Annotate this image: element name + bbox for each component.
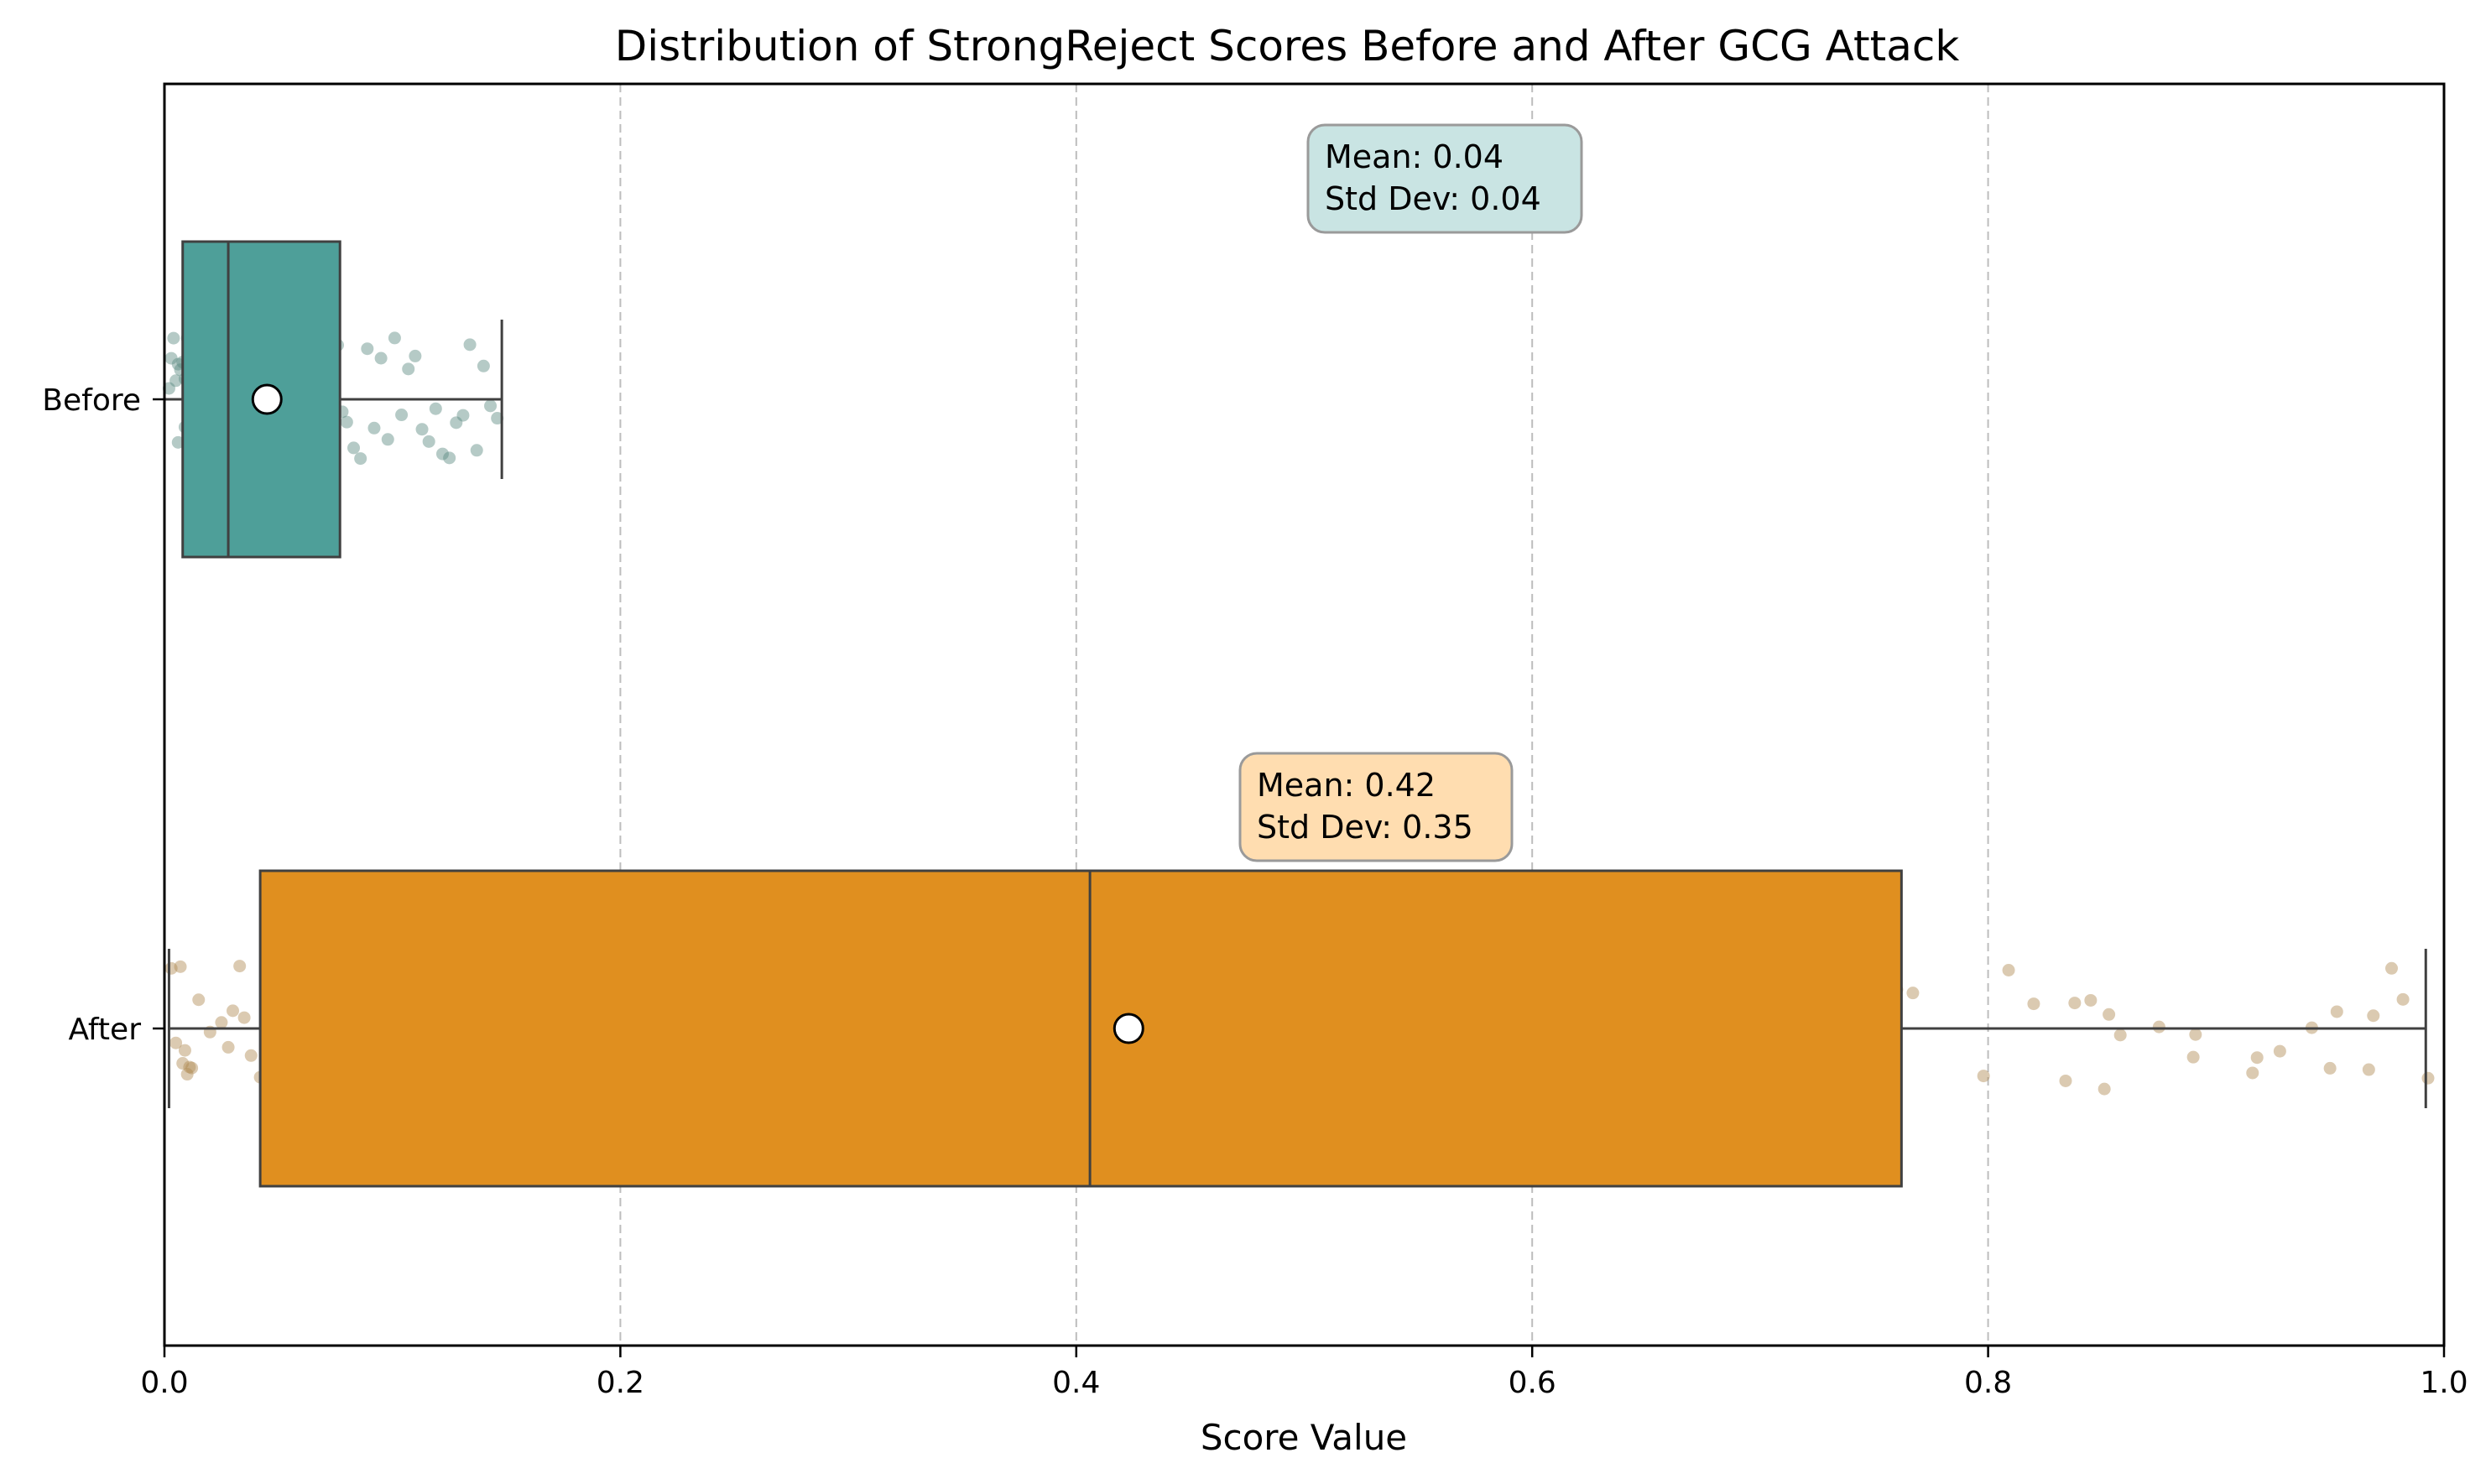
data-point	[435, 447, 449, 461]
data-point	[374, 351, 388, 365]
mean-marker	[1113, 1013, 1144, 1044]
data-point	[2246, 1066, 2259, 1080]
data-point	[388, 331, 401, 345]
data-point	[227, 1004, 240, 1018]
data-point	[1906, 987, 1920, 1000]
data-point	[233, 960, 247, 973]
data-point	[381, 433, 394, 446]
data-point	[443, 451, 456, 465]
data-point	[185, 1061, 199, 1075]
data-point	[354, 452, 367, 466]
data-point	[162, 382, 175, 395]
category-label-after: After	[69, 1013, 142, 1047]
stat-std-label: Std Dev: 0.04	[1325, 180, 1541, 217]
data-point	[2002, 964, 2015, 977]
x-axis-ticks: 0.0 0.2 0.4 0.6 0.8 1.0	[140, 1346, 2468, 1400]
stat-box-after	[1238, 752, 1514, 862]
data-point	[415, 423, 429, 436]
x-tick-label: 0.0	[140, 1366, 188, 1400]
data-point	[2362, 1063, 2375, 1076]
data-point	[2098, 1082, 2111, 1096]
data-point	[347, 441, 361, 455]
stat-mean-label: Mean: 0.42	[1257, 767, 1436, 804]
data-point	[237, 1011, 251, 1024]
data-point	[340, 415, 353, 429]
x-tick-label: 0.2	[597, 1366, 644, 1400]
data-point	[215, 1016, 228, 1029]
x-axis-label: Score Value	[1201, 1417, 1407, 1458]
data-point	[361, 342, 374, 356]
data-point	[395, 409, 409, 422]
data-point	[422, 435, 435, 448]
data-point	[2396, 992, 2410, 1006]
data-point	[2323, 1061, 2337, 1075]
data-point	[2186, 1050, 2200, 1064]
stat-std-label: Std Dev: 0.35	[1257, 809, 1473, 846]
data-point	[2330, 1005, 2343, 1018]
data-point	[2421, 1071, 2435, 1085]
x-tick-label: 0.4	[1052, 1366, 1100, 1400]
data-point	[470, 444, 483, 457]
data-point	[409, 349, 422, 362]
data-point	[171, 435, 185, 449]
box-elements	[163, 240, 2427, 1188]
data-point	[484, 399, 498, 413]
data-point	[2385, 961, 2399, 975]
data-point	[2250, 1051, 2264, 1065]
chart-title: Distribution of StrongReject Scores Befo…	[615, 22, 1960, 70]
data-point	[244, 1049, 258, 1062]
data-point	[450, 416, 463, 430]
data-point	[429, 402, 442, 415]
data-point	[2027, 997, 2040, 1011]
data-point	[192, 993, 206, 1007]
data-point	[2113, 1028, 2127, 1042]
data-point	[456, 409, 470, 422]
plot-frame	[163, 82, 2446, 1347]
stat-annotations: Mean: 0.04 Std Dev: 0.04 Mean: 0.42 Std Dev…	[1238, 123, 1583, 862]
data-point	[169, 1036, 183, 1049]
data-point	[2068, 997, 2082, 1010]
box-after	[258, 869, 1903, 1188]
data-point	[164, 351, 178, 365]
data-point	[176, 1057, 190, 1070]
data-point	[367, 421, 381, 435]
y-axis-categories: Before After	[42, 383, 164, 1047]
stat-mean-label: Mean: 0.04	[1325, 138, 1503, 175]
x-tick-label: 0.8	[1964, 1366, 2012, 1400]
data-point	[463, 338, 477, 351]
data-point	[2059, 1074, 2072, 1087]
stat-box-before	[1306, 123, 1583, 234]
data-point	[167, 331, 180, 345]
data-point	[183, 1060, 196, 1074]
data-point	[174, 960, 187, 973]
data-point	[402, 362, 415, 376]
data-point	[2084, 993, 2098, 1007]
data-point	[2103, 1008, 2116, 1021]
data-point	[221, 1040, 235, 1054]
data-point	[178, 1044, 191, 1057]
data-point	[2273, 1044, 2286, 1058]
data-point	[491, 412, 504, 425]
data-point	[171, 357, 185, 371]
data-point	[477, 359, 490, 372]
data-point	[2189, 1028, 2202, 1041]
x-tick-label: 0.6	[1509, 1366, 1556, 1400]
x-tick-label: 1.0	[2420, 1366, 2468, 1400]
data-point	[169, 374, 183, 388]
data-point	[180, 1068, 194, 1081]
data-point	[1977, 1070, 1990, 1083]
data-point	[2367, 1009, 2380, 1023]
data-point	[2152, 1020, 2165, 1034]
mean-marker	[251, 383, 283, 415]
category-label-before: Before	[42, 383, 141, 418]
